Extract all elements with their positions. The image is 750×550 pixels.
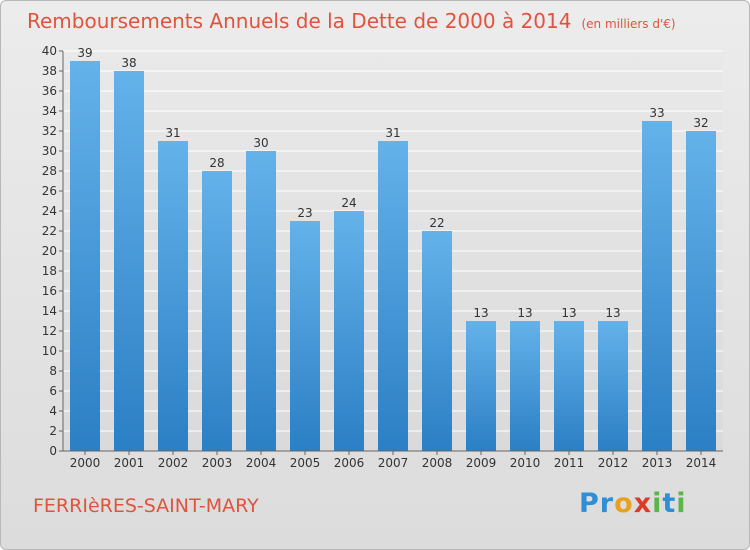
town-name: FERRIèRES-SAINT-MARY: [33, 495, 259, 517]
y-tick-label: 10: [42, 344, 57, 358]
data-label: 24: [341, 196, 356, 210]
bar: [202, 171, 232, 451]
y-tick-label: 26: [42, 184, 57, 198]
data-label: 13: [561, 306, 576, 320]
y-tick-label: 0: [49, 444, 57, 458]
y-tick-label: 2: [49, 424, 57, 438]
x-tick-label: 2003: [202, 456, 233, 470]
y-tick-label: 32: [42, 124, 57, 138]
y-tick-label: 4: [49, 404, 57, 418]
x-tick-label: 2011: [554, 456, 585, 470]
bar: [642, 121, 672, 451]
bar: [510, 321, 540, 451]
y-tick-label: 28: [42, 164, 57, 178]
x-tick-label: 2009: [466, 456, 497, 470]
data-label: 22: [429, 216, 444, 230]
y-tick-label: 24: [42, 204, 57, 218]
y-tick-label: 22: [42, 224, 57, 238]
x-tick-label: 2013: [642, 456, 673, 470]
bar: [158, 141, 188, 451]
y-tick-label: 20: [42, 244, 57, 258]
x-tick-label: 2012: [598, 456, 629, 470]
x-tick-label: 2010: [510, 456, 541, 470]
data-label: 23: [297, 206, 312, 220]
y-tick-label: 34: [42, 104, 57, 118]
bar: [378, 141, 408, 451]
data-label: 13: [473, 306, 488, 320]
y-tick-label: 30: [42, 144, 57, 158]
x-tick-label: 2006: [334, 456, 365, 470]
data-label: 28: [209, 156, 224, 170]
x-tick-label: 2002: [158, 456, 189, 470]
bar: [70, 61, 100, 451]
y-tick-label: 36: [42, 84, 57, 98]
x-tick-label: 2014: [686, 456, 717, 470]
x-tick-label: 2000: [70, 456, 101, 470]
y-tick-label: 12: [42, 324, 57, 338]
y-tick-label: 40: [42, 44, 57, 58]
x-tick-label: 2007: [378, 456, 409, 470]
y-tick-label: 18: [42, 264, 57, 278]
proxiti-logo: Proxiti: [579, 488, 687, 519]
chart-unit: (en milliers d'€): [581, 17, 676, 31]
data-label: 33: [649, 106, 664, 120]
bar: [290, 221, 320, 451]
data-label: 30: [253, 136, 268, 150]
bar: [422, 231, 452, 451]
x-tick-label: 2001: [114, 456, 145, 470]
logo-letter: r: [599, 488, 615, 519]
y-tick-label: 14: [42, 304, 57, 318]
y-tick-label: 38: [42, 64, 57, 78]
logo-letter: x: [633, 488, 653, 519]
y-tick-label: 16: [42, 284, 57, 298]
y-tick-label: 6: [49, 384, 57, 398]
y-tick-label: 8: [49, 364, 57, 378]
data-label: 13: [517, 306, 532, 320]
bar: [334, 211, 364, 451]
data-label: 39: [77, 46, 92, 60]
logo-letter: t: [662, 488, 677, 519]
data-label: 13: [605, 306, 620, 320]
bar: [686, 131, 716, 451]
logo-letter: o: [614, 488, 634, 519]
bar: [246, 151, 276, 451]
bar: [466, 321, 496, 451]
x-tick-label: 2004: [246, 456, 277, 470]
bar: [554, 321, 584, 451]
data-label: 32: [693, 116, 708, 130]
data-label: 31: [165, 126, 180, 140]
x-tick-label: 2005: [290, 456, 321, 470]
title-row: Remboursements Annuels de la Dette de 20…: [27, 9, 676, 33]
bar: [114, 71, 144, 451]
data-label: 31: [385, 126, 400, 140]
data-label: 38: [121, 56, 136, 70]
chart-title: Remboursements Annuels de la Dette de 20…: [27, 9, 572, 33]
bar: [598, 321, 628, 451]
x-tick-label: 2008: [422, 456, 453, 470]
logo-letter: i: [676, 488, 687, 519]
logo-letter: P: [579, 488, 600, 519]
logo-letter: i: [652, 488, 663, 519]
